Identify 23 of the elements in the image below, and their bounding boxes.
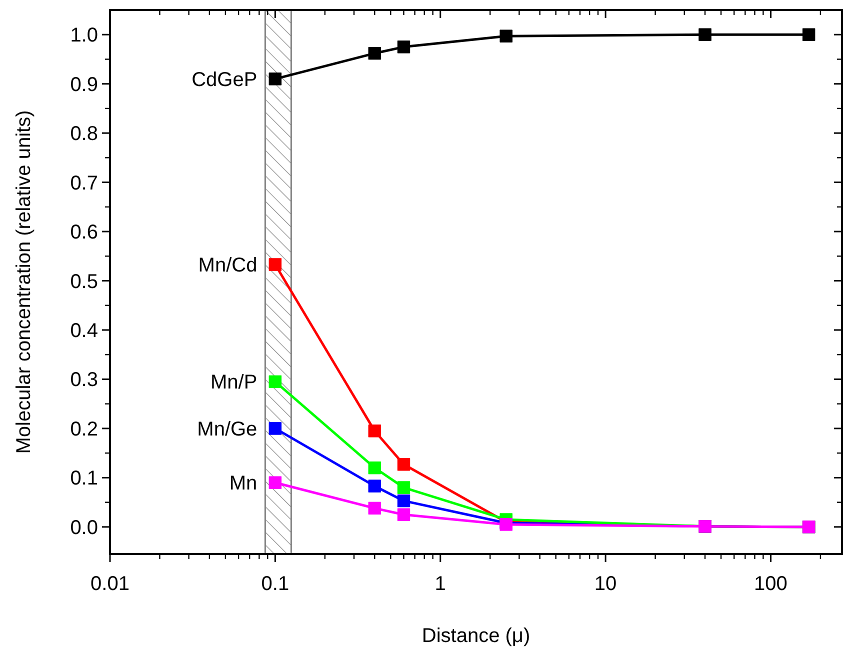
y-tick-label: 0.6 bbox=[70, 222, 98, 244]
y-tick-label: 1.0 bbox=[70, 24, 98, 47]
series-label: Mn bbox=[229, 472, 258, 495]
y-tick-label: 0.5 bbox=[70, 270, 98, 293]
series-label: Mn/Cd bbox=[198, 254, 258, 277]
y-tick-label: 0.8 bbox=[70, 123, 98, 146]
y-tick-label: 0.1 bbox=[70, 468, 98, 490]
y-axis-title: Molecular concentration (relative units) bbox=[13, 110, 35, 454]
series-label: Mn/P bbox=[210, 372, 258, 394]
x-tick-label: 1 bbox=[434, 573, 446, 595]
series-label: CdGeP bbox=[192, 68, 258, 91]
x-tick-label: 10 bbox=[594, 573, 617, 595]
series-label: Mn/Ge bbox=[197, 418, 258, 440]
y-tick-label: 0.7 bbox=[70, 172, 98, 194]
y-tick-label: 0.0 bbox=[70, 516, 98, 539]
y-tick-label: 0.3 bbox=[70, 369, 98, 392]
y-tick-label: 0.4 bbox=[70, 320, 98, 342]
y-tick-label: 0.9 bbox=[70, 74, 98, 96]
y-tick-label: 0.2 bbox=[70, 418, 98, 440]
x-tick-label: 0.1 bbox=[261, 573, 290, 595]
x-tick-label: 0.01 bbox=[90, 573, 130, 595]
x-tick-label: 100 bbox=[754, 573, 788, 595]
x-axis-title: Distance (μ) bbox=[422, 625, 530, 647]
